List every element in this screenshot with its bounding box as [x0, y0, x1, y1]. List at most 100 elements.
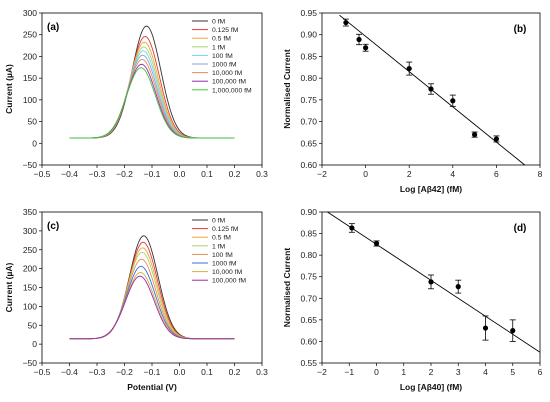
- y-axis-label: Current (µA): [4, 64, 14, 114]
- y-tick-label: 0.60: [300, 160, 317, 170]
- x-tick-label: 4: [483, 367, 488, 377]
- legend-entry: 100 fM: [212, 53, 233, 60]
- x-tick-label: −0.4: [61, 367, 78, 377]
- y-tick-label: 300: [23, 226, 37, 236]
- y-tick-label: 0: [32, 339, 37, 349]
- data-point: [373, 240, 380, 247]
- data-point: [428, 279, 434, 285]
- y-axis-label: Current (µA): [4, 262, 14, 312]
- x-tick-label: 8: [538, 169, 543, 179]
- series-line: [69, 54, 235, 139]
- x-tick-label: 0.2: [229, 169, 241, 179]
- series-line: [69, 247, 235, 340]
- x-axis-label: Potential (V): [127, 382, 177, 392]
- legend-entry: 100,000 fM: [212, 278, 246, 285]
- y-tick-label: −50: [23, 358, 38, 368]
- data-point: [455, 284, 461, 290]
- panel-c: −0.5 −0.4 −0.3 −0.2 −0.1 0.0 0.1 0.2 0.3 −50 0 50 10…: [4, 207, 268, 392]
- y-tick-label: 200: [23, 264, 37, 274]
- y-tick-label: 0.65: [300, 315, 317, 325]
- series-line: [69, 271, 235, 340]
- y-tick-label: 0.55: [300, 358, 317, 368]
- y-tick-label: 0.70: [300, 293, 317, 303]
- y-tick-label: 300: [23, 8, 37, 18]
- series-line: [69, 46, 235, 139]
- series-line: [69, 35, 235, 139]
- x-tick-label: 0.1: [201, 169, 213, 179]
- legend-entry: 0.125 fM: [212, 27, 239, 34]
- data-point: [406, 65, 412, 72]
- y-axis-label: Normalised Current: [282, 49, 292, 129]
- data-point: [510, 328, 516, 334]
- data-point: [363, 45, 369, 51]
- panel-label: (d): [514, 223, 527, 234]
- panel-b: −2 0 2 4 6 8 0.60 0.65 0.70 0.75 0.80 0.85 0.90 0.95 L…: [282, 8, 543, 194]
- x-tick-label: 6: [494, 169, 499, 179]
- legend-entry: 100 fM: [212, 252, 233, 259]
- x-tick-label: 0.2: [229, 367, 241, 377]
- x-tick-label: 4: [450, 169, 455, 179]
- y-tick-label: 0.70: [300, 117, 317, 127]
- x-tick-label: 0.0: [174, 367, 186, 377]
- y-tick-label: 0.80: [300, 73, 317, 83]
- y-tick-label: −50: [23, 160, 38, 170]
- legend-entry: 0.5 fM: [212, 36, 231, 43]
- x-tick-label: 0.1: [201, 367, 213, 377]
- y-tick-label: 0.75: [300, 272, 317, 282]
- y-tick-label: 150: [23, 283, 37, 293]
- y-tick-label: 250: [23, 30, 37, 40]
- data-point: [450, 98, 456, 104]
- x-axis-label: Log [Aβ42] (fM): [400, 184, 462, 194]
- x-tick-label: −0.1: [144, 169, 161, 179]
- y-axis-label: Normalised Current: [282, 248, 292, 328]
- panel-label: (a): [47, 22, 59, 33]
- y-tick-label: 100: [23, 95, 37, 105]
- x-tick-label: −0.3: [89, 367, 106, 377]
- legend-entry: 0.5 fM: [212, 235, 231, 242]
- x-tick-label: −0.5: [34, 169, 51, 179]
- y-tick-label: 0.90: [300, 30, 317, 40]
- legend-entry: 10,000 fM: [212, 269, 243, 276]
- series-line: [69, 275, 235, 340]
- series-line: [69, 67, 235, 139]
- panel-label: (c): [47, 221, 59, 232]
- data-point: [493, 136, 499, 142]
- x-tick-label: −0.1: [144, 367, 161, 377]
- legend-entry: 100,000 fM: [212, 79, 246, 86]
- x-tick-label: −0.5: [34, 367, 51, 377]
- legend-entry: 1000 fM: [212, 62, 237, 69]
- y-tick-label: 150: [23, 73, 37, 83]
- x-tick-label: 5: [510, 367, 515, 377]
- x-tick-label: 3: [456, 367, 461, 377]
- y-tick-label: 0.60: [300, 336, 317, 346]
- legend-entry: 1 fM: [212, 243, 226, 250]
- x-tick-label: 6: [538, 367, 543, 377]
- data-point: [472, 132, 478, 138]
- data-point: [482, 325, 489, 331]
- y-tick-label: 350: [23, 207, 37, 217]
- x-tick-label: −0.4: [61, 169, 78, 179]
- y-tick-label: 0.80: [300, 250, 317, 260]
- x-tick-label: 0.3: [256, 169, 268, 179]
- fit-line: [327, 211, 541, 353]
- y-tick-label: 100: [23, 301, 37, 311]
- data-point: [343, 19, 349, 26]
- series-line: [69, 235, 235, 340]
- legend-entry: 1 fM: [212, 44, 226, 51]
- x-tick-label: −2: [317, 367, 327, 377]
- x-tick-label: 0.3: [256, 367, 268, 377]
- y-tick-label: 250: [23, 245, 37, 255]
- x-tick-label: −0.2: [116, 169, 133, 179]
- series-line: [69, 50, 235, 139]
- legend-entry: 10,000 fM: [212, 70, 243, 77]
- series-line: [69, 41, 235, 139]
- y-tick-label: 0.85: [300, 229, 317, 239]
- x-tick-label: 0: [363, 169, 368, 179]
- x-tick-label: −2: [317, 169, 327, 179]
- y-tick-label: 0.65: [300, 138, 317, 148]
- y-tick-label: 0.85: [300, 51, 317, 61]
- plot-frame: [321, 12, 541, 166]
- y-tick-label: 0.75: [300, 95, 317, 105]
- data-point: [356, 36, 362, 43]
